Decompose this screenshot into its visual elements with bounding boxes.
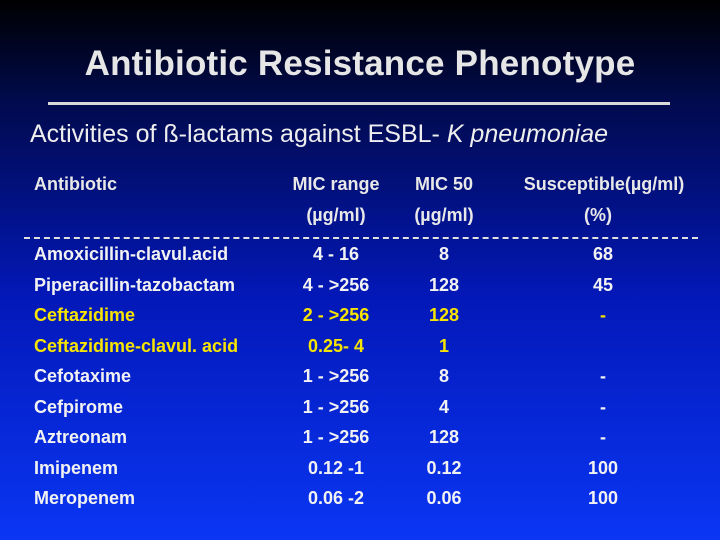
slide-subtitle: Activities of ß-lactams against ESBL- K … (30, 120, 608, 149)
cell-mic-range: 0.06 -2 (307, 488, 365, 508)
table-row: Piperacillin-tazobactam 4 - >256 128 45 (0, 275, 720, 299)
cell-antibiotic: Meropenem (34, 488, 136, 508)
cell-mic-range: 4 - 16 (312, 244, 360, 264)
cell-mic-range: 1 - >256 (302, 396, 370, 417)
title-underline (48, 102, 670, 105)
slide-title: Antibiotic Resistance Phenotype (84, 44, 636, 83)
header-susceptible: Susceptible(µg/ml) (523, 174, 685, 194)
cell-mic-range: 1 - >256 (302, 427, 370, 447)
cell-mic50: 0.06 (426, 488, 462, 508)
cell-susceptible: - (600, 427, 606, 447)
cell-susceptible: 45 (592, 274, 614, 295)
header-susceptible-unit: (%) (584, 205, 612, 225)
cell-antibiotic: Piperacillin-tazobactam (34, 274, 236, 295)
header-mic-range: MIC range (292, 174, 380, 194)
cell-mic50: 128 (428, 427, 460, 447)
cell-susceptible: 68 (592, 244, 614, 264)
cell-susceptible: 100 (587, 488, 619, 508)
table-row: Ceftazidime 2 - >256 128 - (0, 305, 720, 329)
header-mic50-unit: (µg/ml) (414, 205, 474, 225)
table-row: Imipenem 0.12 -1 0.12 100 (0, 458, 720, 482)
cell-mic-range: 4 - >256 (302, 274, 370, 295)
table-divider (24, 237, 698, 239)
cell-susceptible: - (600, 366, 606, 386)
cell-mic50: 8 (438, 366, 450, 386)
cell-antibiotic: Aztreonam (34, 427, 128, 447)
cell-antibiotic: Ceftazidime-clavul. acid (34, 335, 239, 356)
cell-antibiotic: Cefotaxime (34, 366, 132, 386)
subtitle-organism: K pneumoniae (446, 120, 609, 148)
table-row: Cefotaxime 1 - >256 8 - (0, 366, 720, 390)
cell-mic50: 0.12 (426, 457, 462, 478)
header-mic50: MIC 50 (414, 174, 474, 194)
cell-antibiotic: Cefpirome (34, 396, 124, 417)
cell-mic-range: 1 - >256 (302, 366, 370, 386)
cell-antibiotic: Ceftazidime (34, 305, 136, 325)
header-mic-range-unit: (µg/ml) (306, 205, 366, 225)
cell-susceptible: - (600, 396, 606, 417)
subtitle-text: Activities of ß-lactams against ESBL- (30, 120, 447, 148)
header-antibiotic: Antibiotic (34, 174, 117, 194)
table-row: Cefpirome 1 - >256 4 - (0, 397, 720, 421)
table-row: Ceftazidime-clavul. acid 0.25- 4 1 (0, 336, 720, 360)
cell-mic50: 1 (438, 335, 450, 356)
cell-mic-range: 0.25- 4 (307, 335, 365, 356)
table-row: Aztreonam 1 - >256 128 - (0, 427, 720, 451)
table-row: Meropenem 0.06 -2 0.06 100 (0, 488, 720, 512)
cell-mic50: 8 (438, 244, 450, 264)
cell-mic50: 128 (428, 274, 460, 295)
cell-mic50: 128 (428, 305, 460, 325)
cell-susceptible: 100 (587, 457, 619, 478)
cell-susceptible: - (600, 305, 606, 325)
cell-antibiotic: Imipenem (34, 457, 119, 478)
cell-mic-range: 0.12 -1 (307, 457, 365, 478)
cell-mic-range: 2 - >256 (302, 305, 370, 325)
cell-antibiotic: Amoxicillin-clavul.acid (34, 244, 229, 264)
table-row: Amoxicillin-clavul.acid 4 - 16 8 68 (0, 244, 720, 268)
cell-mic50: 4 (438, 396, 450, 417)
